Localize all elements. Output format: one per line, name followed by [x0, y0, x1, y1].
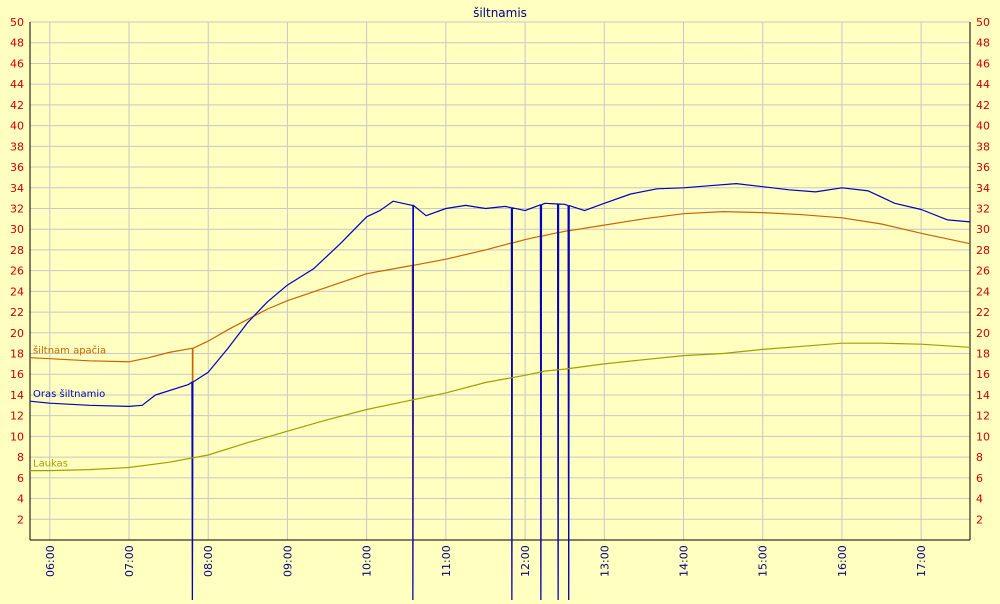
y-tick-label-right: 50: [976, 16, 990, 29]
x-tick-label: 14:00: [678, 545, 691, 577]
y-tick-label-right: 18: [976, 348, 990, 361]
y-tick-label-left: 14: [10, 389, 24, 402]
x-tick-label: 08:00: [202, 545, 215, 577]
y-tick-label-right: 46: [976, 57, 990, 70]
y-tick-label-right: 24: [976, 285, 990, 298]
y-tick-label-right: 36: [976, 161, 990, 174]
y-tick-label-left: 32: [10, 202, 24, 215]
y-tick-label-right: 2: [976, 513, 983, 526]
y-tick-label-left: 42: [10, 99, 24, 112]
y-tick-label-right: 20: [976, 327, 990, 340]
x-tick-label: 06:00: [44, 545, 57, 577]
y-tick-label-right: 30: [976, 223, 990, 236]
y-tick-label-left: 8: [17, 451, 24, 464]
y-tick-label-left: 18: [10, 348, 24, 361]
y-tick-label-left: 22: [10, 306, 24, 319]
x-tick-label: 09:00: [281, 545, 294, 577]
y-tick-label-right: 40: [976, 120, 990, 133]
y-tick-label-left: 10: [10, 430, 24, 443]
y-tick-label-left: 2: [17, 513, 24, 526]
y-tick-label-right: 48: [976, 37, 990, 50]
y-tick-label-left: 46: [10, 57, 24, 70]
series-label: Oras šiltnamio: [33, 388, 105, 400]
y-tick-label-right: 14: [976, 389, 990, 402]
y-tick-label-right: 22: [976, 306, 990, 319]
y-tick-label-left: 40: [10, 120, 24, 133]
y-tick-label-left: 34: [10, 182, 24, 195]
series-label: Laukas: [33, 459, 68, 470]
series-lines: [29, 183, 971, 601]
y-tick-label-left: 30: [10, 223, 24, 236]
y-tick-label-right: 4: [976, 493, 983, 506]
y-tick-label-left: 6: [17, 472, 24, 485]
y-tick-label-right: 34: [976, 182, 990, 195]
y-tick-label-left: 38: [10, 140, 24, 153]
series-labels: šiltnam apačia Oras šiltnamio Laukas: [33, 345, 106, 470]
x-tick-label: 13:00: [598, 545, 611, 577]
x-tick-label: 12:00: [519, 545, 532, 577]
y-tick-label-left: 36: [10, 161, 24, 174]
y-tick-label-right: 32: [976, 202, 990, 215]
y-tick-label-left: 20: [10, 327, 24, 340]
y-tick-label-right: 12: [976, 410, 990, 423]
y-tick-label-right: 10: [976, 430, 990, 443]
x-tick-label: 16:00: [836, 545, 849, 577]
y-tick-label-right: 38: [976, 140, 990, 153]
y-tick-label-left: 50: [10, 16, 24, 29]
x-tick-label: 11:00: [440, 545, 453, 577]
y-tick-label-right: 6: [976, 472, 983, 485]
y-tick-label-left: 44: [10, 78, 24, 91]
series-line-oras-s-iltnamio: [29, 183, 971, 601]
y-tick-label-right: 16: [976, 368, 990, 381]
series-line-s-iltnam-apac-ia: [29, 211, 971, 601]
y-tick-label-right: 28: [976, 244, 990, 257]
y-tick-label-left: 4: [17, 493, 24, 506]
y-tick-label-left: 28: [10, 244, 24, 257]
y-tick-label-left: 24: [10, 285, 24, 298]
chart-title: šiltnamis: [473, 6, 527, 20]
y-tick-label-right: 42: [976, 99, 990, 112]
y-tick-label-right: 8: [976, 451, 983, 464]
series-label: šiltnam apačia: [33, 345, 106, 357]
series-line-laukas: [30, 342, 971, 472]
x-tick-label: 07:00: [123, 545, 136, 577]
x-tick-label: 15:00: [757, 545, 770, 577]
y-tick-label-left: 16: [10, 368, 24, 381]
y-tick-label-left: 48: [10, 37, 24, 50]
y-tick-label-left: 12: [10, 410, 24, 423]
y-tick-label-right: 44: [976, 78, 990, 91]
grid: [30, 21, 970, 540]
y-tick-label-left: 26: [10, 265, 24, 278]
x-tick-label: 17:00: [915, 545, 928, 577]
y-tick-label-right: 26: [976, 265, 990, 278]
x-tick-label: 10:00: [361, 545, 374, 577]
